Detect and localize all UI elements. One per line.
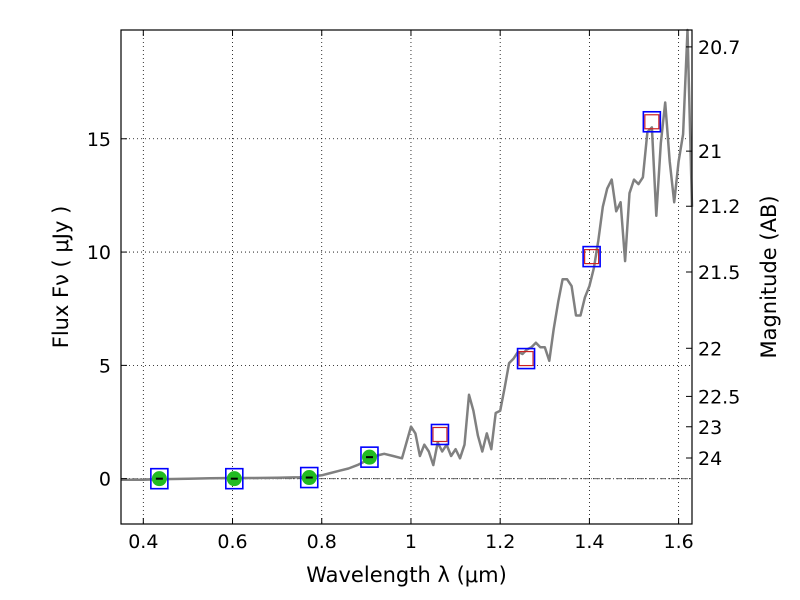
x-tick-label: 0.6 [217, 531, 247, 553]
axis-ticks: 0.4 0.6 0.8 1 1.2 1.4 1.6 0 5 10 15 20.7 21 21.2 21.5 2… [87, 30, 740, 553]
model-photometry-box [582, 245, 601, 268]
magnitude-tick-label: 21.2 [698, 196, 740, 218]
model-photometry-box [516, 347, 536, 370]
plot-frame [120, 29, 693, 525]
y-tick-label: 10 [87, 242, 111, 264]
magnitude-tick-label: 22.5 [698, 386, 740, 408]
x-tick-label: 1.2 [485, 531, 515, 553]
magnitude-tick-label: 22 [698, 338, 722, 360]
x-tick-label: 0.8 [307, 531, 337, 553]
x-tick-label: 1.6 [664, 531, 694, 553]
model-spectrum-line [121, 28, 694, 482]
magnitude-tick-label: 21.5 [698, 262, 740, 284]
x-tick-label: 0.4 [128, 531, 158, 553]
x-axis-label: Wavelength λ (μm) [306, 563, 507, 587]
y-tick-label: 15 [87, 129, 111, 151]
magnitude-tick-label: 20.7 [698, 37, 740, 59]
model-photometry-box [150, 467, 169, 490]
grid [121, 30, 692, 524]
model-photometry-box [360, 446, 379, 468]
magnitude-tick-label: 23 [698, 417, 722, 439]
model-photometry-box [642, 110, 662, 133]
photometry-markers [150, 110, 662, 490]
predicted-point [644, 114, 660, 130]
x-tick-label: 1 [405, 531, 417, 553]
y-tick-label: 5 [99, 355, 111, 377]
predicted-point [584, 249, 600, 265]
x-tick-label: 1.4 [574, 531, 604, 553]
predicted-point [518, 350, 534, 367]
y-tick-label: 0 [99, 469, 111, 491]
magnitude-tick-label: 21 [698, 141, 722, 163]
magnitude-tick-label: 24 [698, 448, 722, 470]
model-photometry-box [299, 466, 319, 489]
magnitude-axis-label: Magnitude (AB) [757, 195, 781, 358]
model-photometry-box [430, 423, 450, 446]
y-axis-label: Flux Fν ( μJy ) [49, 206, 73, 349]
predicted-point [432, 426, 448, 443]
model-photometry-box [225, 467, 244, 490]
